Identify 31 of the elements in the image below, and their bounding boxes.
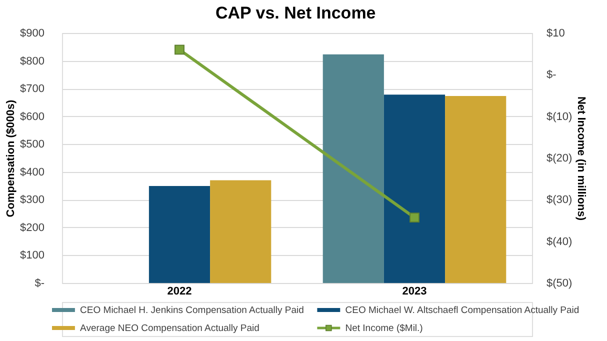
legend-label: CEO Michael W. Altschaefl Compensation Actually Paid [345, 305, 580, 316]
bar [210, 180, 272, 283]
y-tick-label: $400 [20, 166, 44, 178]
y-tick-label: $500 [20, 138, 44, 151]
legend-label: CEO Michael H. Jenkins Compensation Actually Paid [80, 305, 304, 316]
y-axis-title: Compensation ($000s) [5, 99, 18, 218]
y-tick-label: $200 [20, 222, 44, 234]
bar [384, 94, 446, 283]
x-tick-label: 2023 [402, 286, 427, 298]
y-tick-label: $- [34, 278, 45, 290]
y-tick-label: $600 [20, 110, 44, 123]
y-tick-label: $900 [20, 28, 44, 40]
y2-tick-label: $10 [546, 28, 565, 40]
y2-tick-label: $(50) [546, 278, 572, 290]
bar [148, 186, 210, 283]
y-tick-label: $700 [20, 83, 44, 96]
y2-tick-label: $(30) [546, 194, 572, 206]
chart-title: CAP vs. Net Income [215, 4, 376, 22]
y2-tick-label: $(10) [546, 110, 572, 123]
y2-axis-title: Net Income (in millions) [575, 96, 588, 221]
bar [322, 54, 384, 283]
y2-tick-label: $(40) [546, 236, 572, 248]
y-tick-label: $100 [20, 250, 44, 262]
y2-tick-label: $(20) [546, 152, 572, 164]
y-tick-label: $300 [20, 194, 44, 206]
x-tick-label: 2022 [167, 286, 192, 298]
y2-tick-label: $- [546, 69, 557, 82]
legend-label: Net Income ($Mil.) [345, 323, 423, 334]
bar [445, 96, 506, 283]
y-tick-label: $800 [20, 55, 44, 68]
legend-label: Average NEO Compensation Actually Paid [80, 323, 260, 334]
